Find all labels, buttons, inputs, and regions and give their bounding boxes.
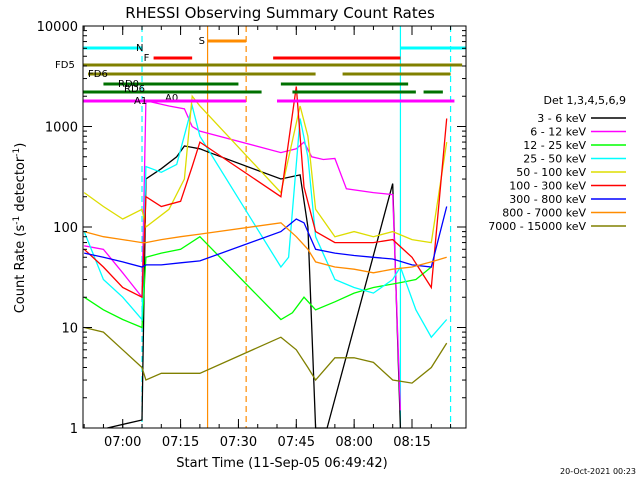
y-tick-label: 1	[70, 422, 78, 437]
legend-label: 12 - 25 keV	[523, 139, 586, 152]
y-tick-label: 100	[53, 221, 78, 236]
legend-label: 50 - 100 keV	[516, 166, 586, 179]
series-line-50-100-kev	[83, 94, 448, 244]
legend-label: 100 - 300 keV	[509, 180, 586, 193]
chart-title: RHESSI Observing Summary Count Rates	[125, 4, 435, 22]
series-line-800-7000-kev	[84, 222, 447, 274]
legend-label: 3 - 6 keV	[537, 112, 586, 125]
x-tick-label: 07:30	[220, 435, 257, 450]
flag-label-a0: A0	[165, 93, 178, 104]
series-line-7000-15000-kev	[84, 326, 448, 384]
flag-label-fd6: FD6	[88, 69, 108, 80]
legend-label: 800 - 7000 keV	[502, 207, 586, 220]
y-axis-ticks: 1 10 100 1000 10000	[37, 20, 466, 437]
flag-label-s: S	[199, 36, 205, 47]
series-line-25-50-kev	[83, 103, 448, 339]
y-tick-label: 10	[61, 322, 78, 337]
flag-label-a1: A1	[134, 96, 147, 107]
x-tick-label: 08:15	[393, 435, 430, 450]
legend-label: 300 - 800 keV	[509, 193, 586, 206]
flag-label-f: F	[144, 53, 150, 64]
x-tick-label: 07:00	[104, 435, 141, 450]
series-line-12-25-kev	[83, 235, 432, 329]
series-line-100-300-kev	[83, 86, 448, 299]
legend-label: 6 - 12 keV	[530, 126, 586, 139]
legend-title: Det 1,3,4,5,6,9	[543, 94, 626, 107]
series-line-3-6-kev	[107, 145, 402, 429]
x-tick-label: 07:15	[162, 435, 199, 450]
x-axis-ticks: 07:00 07:15 07:30 07:45 08:00 08:15	[83, 26, 452, 450]
y-tick-label: 10000	[37, 20, 78, 35]
series-line-300-800-kev	[84, 206, 448, 268]
x-tick-label: 07:45	[278, 435, 315, 450]
legend-label: 25 - 50 keV	[523, 153, 586, 166]
legend-label: 7000 - 15000 keV	[488, 220, 586, 233]
flag-label-fd5: FD5	[55, 60, 75, 71]
flag-label-rd0: RD0	[118, 79, 139, 90]
y-tick-label: 1000	[45, 121, 78, 136]
flag-label-n: N	[136, 43, 143, 54]
flag-label-rd6: RD6	[124, 84, 145, 95]
x-axis-label: Start Time (11-Sep-05 06:49:42)	[176, 456, 387, 471]
x-tick-label: 08:00	[335, 435, 372, 450]
y-axis-label: Count Rate (s-1 detector-1)	[12, 143, 28, 314]
footer-timestamp: 20-Oct-2021 00:23	[560, 467, 636, 476]
